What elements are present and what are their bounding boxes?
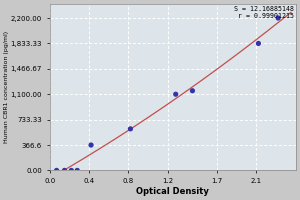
Point: [88, 143, 93, 147]
X-axis label: Optical Density: Optical Density: [136, 187, 209, 196]
Point: [62, 169, 67, 172]
Point: [69, 169, 74, 172]
Point: [173, 93, 178, 96]
Point: [276, 16, 280, 20]
Point: [54, 169, 59, 172]
Point: [75, 169, 80, 172]
Point: [256, 42, 261, 45]
Text: S = 12.16885148
r = 0.99901215: S = 12.16885148 r = 0.99901215: [234, 6, 294, 19]
Point: [128, 127, 133, 130]
Point: [190, 89, 195, 92]
Y-axis label: Human CBR1 concentration (pg/ml): Human CBR1 concentration (pg/ml): [4, 31, 9, 143]
